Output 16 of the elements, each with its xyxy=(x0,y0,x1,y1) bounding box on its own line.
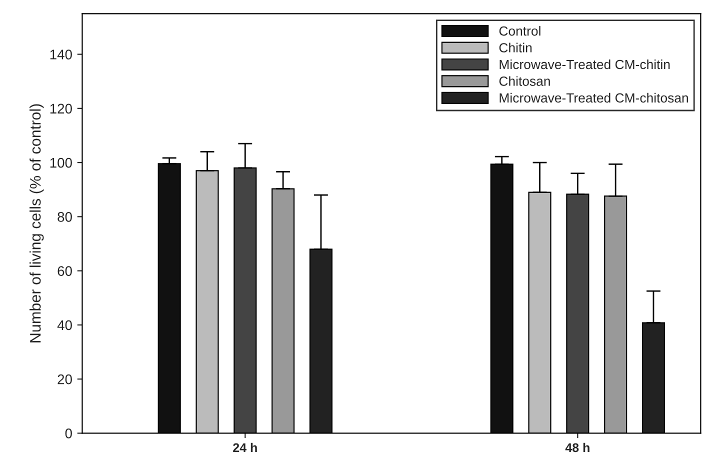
y-tick-label: 140 xyxy=(50,50,72,60)
y-tick-label: 20 xyxy=(58,374,72,384)
y-tick-label: 60 xyxy=(58,266,72,276)
y-tick-label: 80 xyxy=(58,212,72,222)
y-tick-label: 100 xyxy=(50,158,72,168)
y-axis-title: Number of living cells (% of control) xyxy=(30,104,44,342)
y-tick-label: 120 xyxy=(50,104,72,114)
x-tick-label: 24 h xyxy=(233,442,257,452)
legend-label: Microwave-Treated CM-chitosan xyxy=(500,92,688,103)
legend-label: Chitosan xyxy=(499,76,550,86)
y-tick-label: 0 xyxy=(65,428,72,438)
x-tick-label: 48 h xyxy=(565,442,590,452)
legend-label: Control xyxy=(499,26,540,36)
y-tick-label: 40 xyxy=(57,320,72,330)
legend-label: Chitin xyxy=(499,42,532,52)
legend-label: Microwave-Treated CM-chitin xyxy=(500,59,670,70)
